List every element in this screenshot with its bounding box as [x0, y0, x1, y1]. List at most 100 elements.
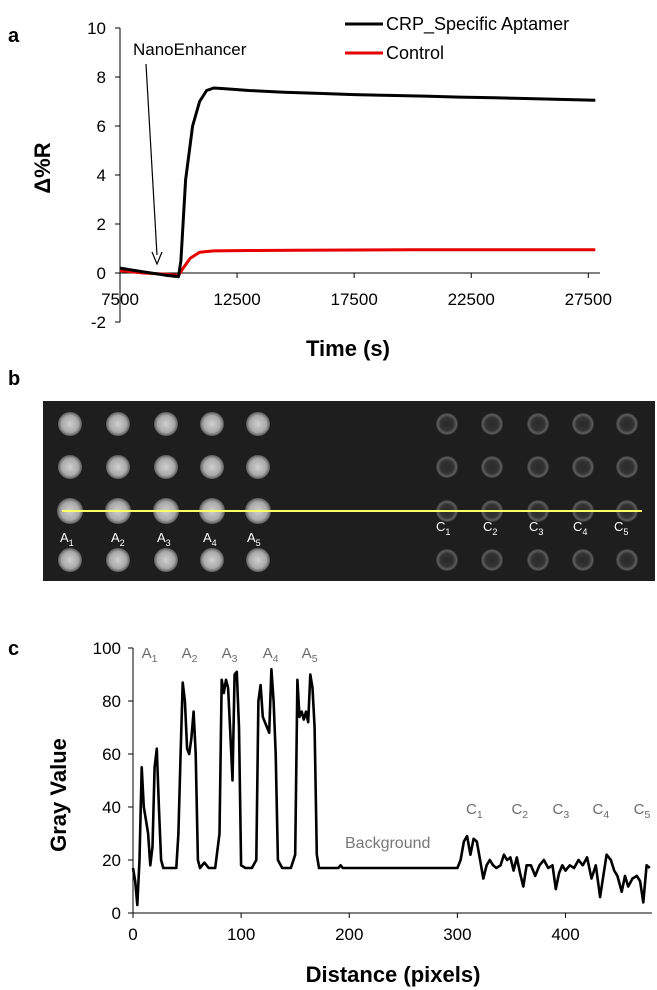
- spot-a: [200, 412, 224, 436]
- spot-c: [572, 413, 594, 435]
- spot-a: [154, 548, 178, 572]
- chart-a-ylabel: Δ%R: [30, 142, 55, 193]
- peak-label-c1: C1: [466, 801, 483, 821]
- spot-a: [106, 412, 130, 436]
- chart-a-axes: [115, 27, 600, 323]
- spot-c: [616, 456, 638, 478]
- peak-label-a3: A3: [222, 645, 238, 665]
- chart-c-ticks: 0 20 40 60 80 100 0 100 200 300 400: [93, 639, 580, 944]
- chart-a-xtick-label: 7500: [101, 290, 139, 309]
- spot-label-a1: A1: [60, 530, 74, 548]
- peak-label-c4: C4: [593, 801, 610, 821]
- chart-a-xtick-label: 12500: [213, 290, 260, 309]
- spot-c: [436, 456, 458, 478]
- peak-label-a1: A1: [142, 645, 158, 665]
- spot-labels: A1 A2 A3 A4 A5 C1 C2 C3 C4 C5: [60, 519, 628, 548]
- chart-c-xtick-label: 400: [551, 925, 579, 944]
- panel-letter-b: b: [8, 368, 20, 390]
- panel-letter-a: a: [8, 25, 20, 47]
- legend-label-aptamer: CRP_Specific Aptamer: [386, 14, 569, 35]
- spot-label-c2: C2: [483, 519, 497, 537]
- spot-a: [58, 455, 82, 479]
- fluorescence-array-image: A1 A2 A3 A4 A5 C1 C2 C3 C4 C5: [43, 401, 655, 581]
- chart-a-ytick-label: 10: [87, 19, 106, 38]
- spot-c: [481, 413, 503, 435]
- spot-c: [616, 413, 638, 435]
- chart-a-legend: CRP_Specific Aptamer Control: [345, 14, 569, 63]
- peak-label-a4: A4: [263, 645, 279, 665]
- chart-c-xtick-label: 300: [443, 925, 471, 944]
- spot-a: [200, 455, 224, 479]
- chart-c-series: [131, 667, 651, 907]
- spot-c: [436, 549, 458, 571]
- image-background: [43, 401, 655, 581]
- peak-label-c5: C5: [634, 801, 651, 821]
- chart-c-axes: [128, 647, 652, 918]
- chart-a-ytick-label: 4: [97, 166, 106, 185]
- panel-letter-c: c: [8, 638, 19, 660]
- chart-a-xtick-label: 27500: [565, 290, 612, 309]
- spot-c: [616, 549, 638, 571]
- spot-c: [527, 549, 549, 571]
- chart-a-ytick-label: -2: [91, 313, 106, 332]
- series-line-control: [119, 248, 596, 277]
- spot-a: [154, 412, 178, 436]
- background-annotation: Background: [345, 835, 430, 852]
- spot-label-a2: A2: [111, 530, 125, 548]
- chart-a-series: [119, 86, 596, 279]
- chart-a-ytick-label: 8: [97, 68, 106, 87]
- chart-a-sensorgram: -2 0 2 4 6 8 10 7500 12500 17500 22500 27500 Time (…: [30, 14, 612, 361]
- spot-label-c4: C4: [573, 519, 587, 537]
- chart-a-ticks: -2 0 2 4 6 8 10 7500 12500 17500 22500 27500: [87, 19, 612, 332]
- spot-a: [154, 455, 178, 479]
- spot-c: [572, 456, 594, 478]
- peak-label-c3: C3: [553, 801, 570, 821]
- spot-a: [200, 548, 224, 572]
- spot-a: [106, 455, 130, 479]
- spot-a: [246, 455, 270, 479]
- spot-a: [246, 548, 270, 572]
- chart-a-ytick-label: 0: [97, 264, 106, 283]
- nanoenhancer-arrow: [145, 63, 163, 266]
- chart-c-ytick-label: 40: [102, 798, 121, 817]
- gray-value-profile-line: [131, 667, 651, 907]
- chart-c-ytick-label: 60: [102, 745, 121, 764]
- spot-c: [436, 413, 458, 435]
- spot-a: [58, 548, 82, 572]
- chart-c-xtick-label: 100: [227, 925, 255, 944]
- spot-label-c1: C1: [436, 519, 450, 537]
- chart-c-gray-profile: 0 20 40 60 80 100 0 100 200 300 400 A1 A2 A3 A4 A5 C1 C2…: [46, 639, 652, 987]
- spot-a: [58, 412, 82, 436]
- spot-c: [481, 456, 503, 478]
- spot-c: [527, 456, 549, 478]
- series-line-aptamer: [119, 86, 596, 279]
- spot-c: [481, 549, 503, 571]
- chart-a-xlabel: Time (s): [306, 336, 390, 361]
- spot-a: [106, 548, 130, 572]
- chart-c-ytick-label: 0: [112, 904, 121, 923]
- nanoenhancer-annotation: NanoEnhancer: [133, 40, 247, 59]
- spot-label-c5: C5: [614, 519, 628, 537]
- chart-a-xtick-label: 22500: [448, 290, 495, 309]
- chart-c-ylabel: Gray Value: [46, 738, 71, 852]
- legend-label-control: Control: [386, 43, 444, 63]
- spot-c: [572, 549, 594, 571]
- spot-label-a5: A5: [247, 530, 261, 548]
- chart-c-xtick-label: 200: [335, 925, 363, 944]
- spot-label-c3: C3: [529, 519, 543, 537]
- spot-label-a3: A3: [157, 530, 171, 548]
- peak-label-c2: C2: [511, 801, 528, 821]
- spot-c: [527, 413, 549, 435]
- peak-label-a2: A2: [182, 645, 198, 665]
- chart-c-ytick-label: 80: [102, 692, 121, 711]
- chart-c-ytick-label: 100: [93, 639, 121, 658]
- chart-c-ytick-label: 20: [102, 851, 121, 870]
- chart-c-xtick-label: 0: [128, 925, 137, 944]
- chart-c-peak-labels: A1 A2 A3 A4 A5 C1 C2 C3 C4 C5: [142, 645, 651, 821]
- peak-label-a5: A5: [302, 645, 318, 665]
- spot-label-a4: A4: [203, 530, 217, 548]
- chart-c-xlabel: Distance (pixels): [306, 962, 481, 987]
- chart-a-xtick-label: 17500: [331, 290, 378, 309]
- spot-a: [246, 412, 270, 436]
